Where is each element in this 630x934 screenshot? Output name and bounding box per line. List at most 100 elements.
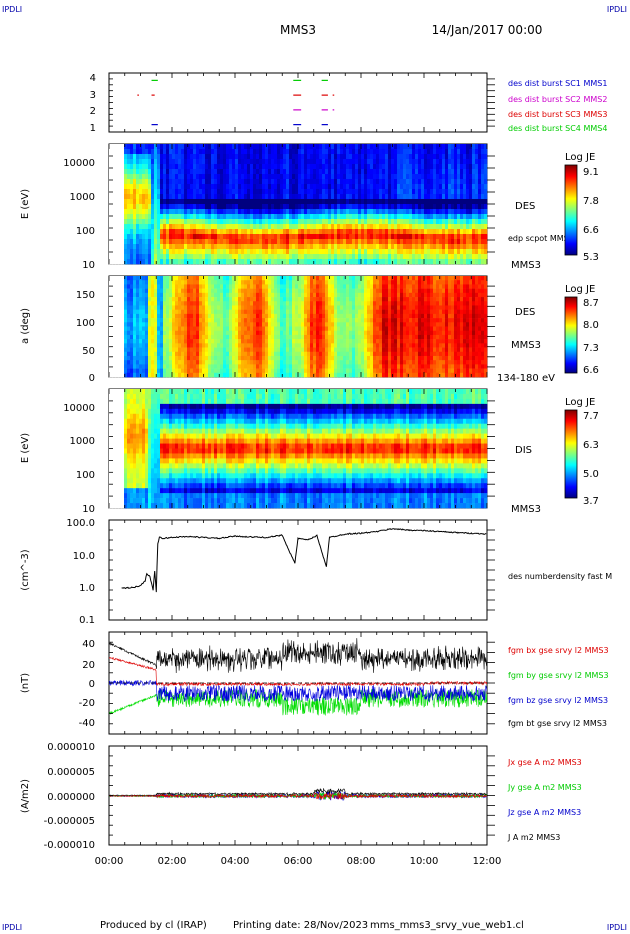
heatmap-cell (421, 219, 425, 225)
heatmap-cell (190, 334, 194, 340)
heatmap-cell (148, 254, 152, 260)
heatmap-cell (133, 355, 137, 361)
heatmap-cell (247, 284, 251, 289)
heatmap-cell (226, 284, 230, 289)
heatmap-cell (346, 254, 350, 260)
heatmap-cell (220, 169, 224, 175)
heatmap-cell (262, 360, 266, 365)
heatmap-cell (310, 288, 314, 294)
heatmap-cell (343, 179, 347, 185)
heatmap-cell (115, 339, 119, 344)
heatmap-cell (388, 144, 392, 150)
heatmap-cell (415, 169, 419, 175)
heatmap-cell (253, 288, 257, 294)
heatmap-cell (292, 159, 296, 165)
heatmap-cell (310, 276, 314, 281)
heatmap-cell (214, 234, 218, 240)
heatmap-cell (328, 309, 332, 315)
heatmap-cell (298, 154, 302, 160)
heatmap-cell (256, 276, 260, 281)
heatmap-cell (220, 334, 224, 340)
heatmap-cell (244, 301, 248, 306)
heatmap-cell (109, 164, 113, 170)
heatmap-cell (286, 254, 290, 260)
heatmap-cell (394, 169, 398, 175)
heatmap-cell (352, 144, 356, 150)
heatmap-cell (304, 259, 308, 265)
heatmap-cell (181, 154, 185, 160)
heatmap-cell (175, 347, 179, 353)
heatmap-cell (211, 372, 215, 378)
heatmap-cell (166, 204, 170, 210)
heatmap-cell (121, 276, 125, 281)
heatmap-cell (280, 276, 284, 281)
heatmap-cell (157, 199, 161, 205)
heatmap-cell (145, 326, 149, 332)
heatmap-cell (451, 209, 455, 215)
heatmap-cell (358, 239, 362, 245)
heatmap-cell (211, 249, 215, 255)
heatmap-cell (244, 326, 248, 332)
heatmap-cell (199, 189, 203, 195)
heatmap-cell (226, 301, 230, 306)
heatmap-cell (400, 229, 404, 235)
heatmap-cell (289, 169, 293, 175)
heatmap-cell (148, 239, 152, 245)
heatmap-cell (211, 305, 215, 310)
heatmap-cell (184, 159, 188, 165)
heatmap-cell (298, 351, 302, 357)
heatmap-cell (328, 204, 332, 210)
heatmap-cell (469, 249, 473, 255)
heatmap-cell (109, 301, 113, 306)
heatmap-cell (274, 330, 278, 336)
heatmap-cell (118, 179, 122, 185)
heatmap-cell (382, 249, 386, 255)
heatmap-cell (325, 209, 329, 215)
heatmap-cell (346, 347, 350, 353)
heatmap-cell (355, 224, 359, 230)
heatmap-cell (178, 355, 182, 361)
heatmap-cell (436, 184, 440, 190)
heatmap-cell (247, 189, 251, 195)
heatmap-cell (247, 372, 251, 378)
heatmap-cell (463, 189, 467, 195)
heatmap-cell (439, 224, 443, 230)
heatmap-cell (304, 360, 308, 365)
heatmap-cell (178, 239, 182, 245)
heatmap-cell (475, 164, 479, 170)
heatmap-cell (346, 194, 350, 200)
heatmap-cell (184, 239, 188, 245)
heatmap-cell (190, 144, 194, 150)
heatmap-cell (289, 334, 293, 340)
heatmap-cell (415, 259, 419, 265)
heatmap-cell (238, 144, 242, 150)
heatmap-cell (352, 309, 356, 315)
heatmap-cell (223, 372, 227, 378)
heatmap-cell (406, 149, 410, 155)
heatmap-cell (184, 280, 188, 285)
heatmap-cell (139, 239, 143, 245)
heatmap-cell (349, 322, 353, 327)
heatmap-cell (184, 244, 188, 250)
heatmap-cell (331, 301, 335, 306)
heatmap-cell (286, 313, 290, 319)
heatmap-cell (133, 254, 137, 260)
heatmap-cell (217, 326, 221, 332)
heatmap-cell (448, 209, 452, 215)
heatmap-cell (220, 189, 224, 195)
heatmap-cell (313, 334, 317, 340)
heatmap-cell (400, 164, 404, 170)
heatmap-cell (412, 204, 416, 210)
heatmap-cell (181, 199, 185, 205)
heatmap-cell (124, 234, 128, 240)
heatmap-cell (181, 334, 185, 340)
heatmap-cell (187, 339, 191, 344)
heatmap-cell (250, 360, 254, 365)
heatmap-cell (256, 179, 260, 185)
heatmap-cell (181, 174, 185, 180)
heatmap-cell (196, 214, 200, 220)
heatmap-cell (328, 297, 332, 302)
heatmap-cell (445, 179, 449, 185)
heatmap-cell (325, 169, 329, 175)
heatmap-cell (253, 244, 257, 250)
